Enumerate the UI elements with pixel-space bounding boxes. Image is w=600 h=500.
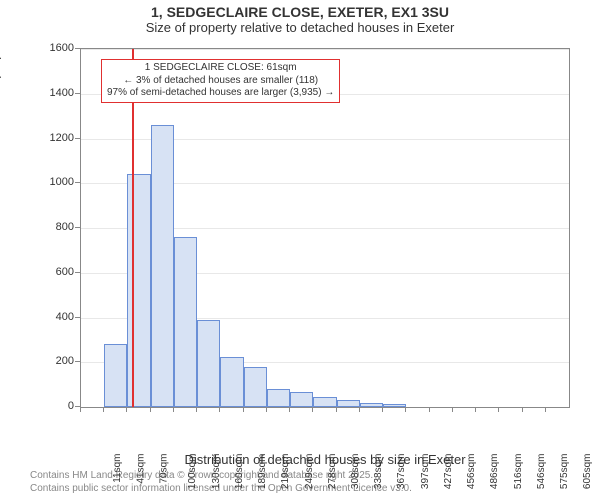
y-tick-label: 1200 xyxy=(50,132,74,144)
x-tick-mark xyxy=(382,407,383,412)
y-tick-label: 1000 xyxy=(50,176,74,188)
chart-canvas: 1, SEDGECLAIRE CLOSE, EXETER, EX1 3SU Si… xyxy=(0,0,600,500)
histogram-bar xyxy=(290,392,313,407)
x-tick-label: 70sqm xyxy=(159,454,170,484)
annotation-line-2: ← 3% of detached houses are smaller (118… xyxy=(107,75,334,88)
x-tick-mark xyxy=(289,407,290,412)
histogram-bar xyxy=(313,397,336,407)
x-tick-label: 308sqm xyxy=(350,454,361,490)
y-tick-label: 0 xyxy=(68,400,74,412)
x-tick-mark xyxy=(336,407,337,412)
x-tick-label: 486sqm xyxy=(490,454,501,490)
x-tick-label: 605sqm xyxy=(582,454,593,490)
y-tick-mark xyxy=(75,48,80,49)
y-tick-mark xyxy=(75,317,80,318)
plot-area: 1 SEDGECLAIRE CLOSE: 61sqm ← 3% of detac… xyxy=(80,48,570,408)
x-tick-mark xyxy=(243,407,244,412)
x-tick-label: 427sqm xyxy=(443,454,454,490)
histogram-bar xyxy=(127,174,150,407)
x-tick-label: 338sqm xyxy=(373,454,384,490)
x-tick-label: 367sqm xyxy=(397,454,408,490)
y-tick-label: 1400 xyxy=(50,87,74,99)
title-line-1: 1, SEDGECLAIRE CLOSE, EXETER, EX1 3SU xyxy=(0,4,600,20)
annotation-box: 1 SEDGECLAIRE CLOSE: 61sqm ← 3% of detac… xyxy=(101,59,340,103)
annotation-line-3: 97% of semi-detached houses are larger (… xyxy=(107,87,334,100)
y-tick-label: 600 xyxy=(56,266,74,278)
histogram-bar xyxy=(383,404,406,407)
x-tick-label: 160sqm xyxy=(234,454,245,490)
histogram-bar xyxy=(337,400,360,407)
y-tick-mark xyxy=(75,182,80,183)
x-tick-mark xyxy=(80,407,81,412)
x-tick-mark xyxy=(545,407,546,412)
x-tick-mark xyxy=(452,407,453,412)
x-tick-label: 278sqm xyxy=(327,454,338,490)
histogram-bar xyxy=(174,237,197,407)
histogram-bar xyxy=(220,357,243,407)
x-tick-mark xyxy=(405,407,406,412)
x-tick-label: 516sqm xyxy=(513,454,524,490)
y-axis-label: Number of detached properties xyxy=(0,21,2,200)
y-tick-mark xyxy=(75,93,80,94)
title-block: 1, SEDGECLAIRE CLOSE, EXETER, EX1 3SU Si… xyxy=(0,4,600,35)
marker-line xyxy=(132,49,134,407)
x-tick-label: 189sqm xyxy=(257,454,268,490)
x-tick-label: 219sqm xyxy=(280,454,291,490)
x-tick-mark xyxy=(359,407,360,412)
title-line-2: Size of property relative to detached ho… xyxy=(0,20,600,35)
x-tick-mark xyxy=(522,407,523,412)
y-tick-mark xyxy=(75,138,80,139)
x-tick-mark xyxy=(196,407,197,412)
x-tick-mark xyxy=(126,407,127,412)
histogram-bar xyxy=(244,367,267,407)
y-tick-label: 800 xyxy=(56,221,74,233)
x-tick-mark xyxy=(219,407,220,412)
x-tick-label: 575sqm xyxy=(559,454,570,490)
y-tick-mark xyxy=(75,361,80,362)
x-tick-label: 100sqm xyxy=(187,454,198,490)
histogram-bar xyxy=(151,125,174,407)
x-tick-label: 397sqm xyxy=(420,454,431,490)
x-tick-label: 456sqm xyxy=(466,454,477,490)
y-tick-label: 400 xyxy=(56,311,74,323)
x-tick-mark xyxy=(475,407,476,412)
histogram-bar xyxy=(197,320,220,407)
y-tick-label: 1600 xyxy=(50,42,74,54)
y-tick-mark xyxy=(75,272,80,273)
x-tick-mark xyxy=(429,407,430,412)
x-tick-mark xyxy=(266,407,267,412)
x-tick-mark xyxy=(312,407,313,412)
x-tick-mark xyxy=(103,407,104,412)
x-tick-label: 11sqm xyxy=(111,454,122,483)
x-tick-mark xyxy=(498,407,499,412)
x-tick-label: 130sqm xyxy=(211,454,222,490)
y-tick-label: 200 xyxy=(56,355,74,367)
x-tick-mark xyxy=(150,407,151,412)
y-tick-mark xyxy=(75,227,80,228)
x-tick-label: 546sqm xyxy=(536,454,547,490)
x-tick-label: 249sqm xyxy=(304,454,315,490)
histogram-bar xyxy=(360,403,383,407)
x-tick-label: 41sqm xyxy=(135,454,146,484)
histogram-bar xyxy=(104,344,127,407)
grid-line xyxy=(81,49,569,50)
x-tick-mark xyxy=(173,407,174,412)
annotation-line-1: 1 SEDGECLAIRE CLOSE: 61sqm xyxy=(107,62,334,75)
histogram-bar xyxy=(267,389,290,407)
